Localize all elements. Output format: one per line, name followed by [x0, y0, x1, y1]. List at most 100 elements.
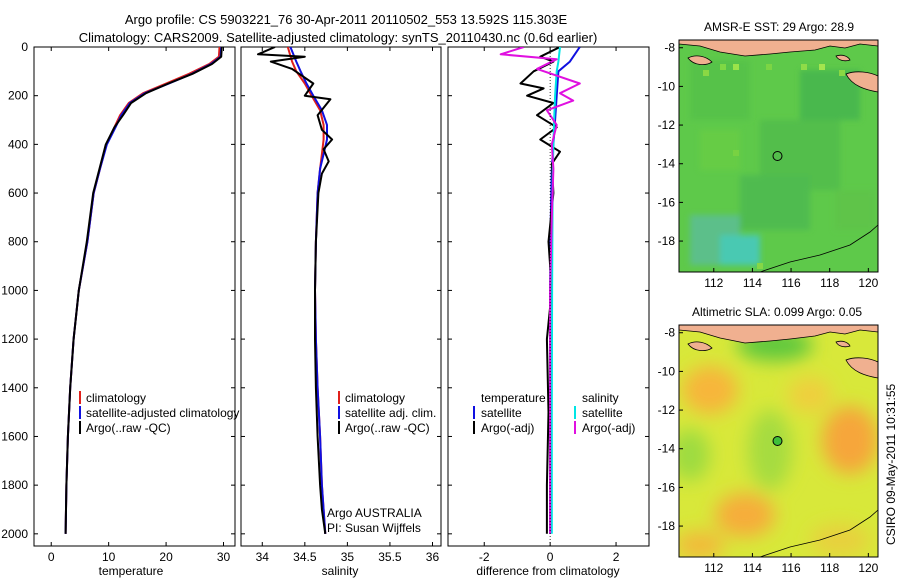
map-y-tick-label: -14 — [658, 157, 676, 171]
legend-swatch-satellite — [79, 406, 81, 419]
sst-pixel-specks — [703, 64, 845, 269]
temperature-legend: climatology satellite-adjusted climatolo… — [79, 391, 239, 435]
x-tick-label: -2 — [479, 550, 490, 564]
map-x-tick-label: 114 — [743, 276, 762, 290]
map-x-tick-label: 116 — [781, 276, 800, 290]
map-y-tick-label: -14 — [658, 442, 676, 456]
legend-label-argo: Argo(..raw -QC) — [86, 421, 171, 435]
sla-map-ticks: 112 114 116 118 120 -8 -10 -12 -14 -16 -18 — [658, 326, 879, 575]
sla-map-title: Altimetric SLA: 0.099 Argo: 0.05 — [692, 305, 862, 319]
map-x-tick-label: 120 — [858, 276, 878, 290]
series-line-satellite-adj-clim- — [289, 47, 328, 534]
map-y-tick-label: -18 — [658, 519, 676, 533]
series-line-salinity-satellite — [550, 47, 561, 534]
legend-swatch-sal-argo — [574, 421, 576, 434]
map-y-tick-label: -16 — [658, 480, 676, 494]
x-tick-label: 0 — [547, 550, 554, 564]
x-tick-label: 34.5 — [293, 550, 317, 564]
map-x-tick-label: 118 — [820, 561, 839, 575]
legend-label-climatology: climatology — [86, 391, 146, 405]
pi-annotation: PI: Susan Wijffels — [327, 521, 421, 535]
x-tick-label: 10 — [102, 550, 116, 564]
map-x-tick-label: 112 — [704, 276, 723, 290]
salinity-series — [257, 47, 334, 534]
sst-map-title: AMSR-E SST: 29 Argo: 28.9 — [704, 20, 854, 34]
sst-map-ticks: 112 114 116 118 120 -8 -10 -12 -14 -16 -18 — [658, 41, 879, 290]
sst-map-frame — [678, 39, 879, 273]
legend-swatch-climatology — [79, 391, 81, 404]
y-tick-label: 800 — [8, 235, 28, 249]
legend-swatch-sal-satellite — [574, 406, 576, 419]
title-line-2: Climatology: CARS2009. Satellite-adjuste… — [79, 30, 598, 45]
x-tick-label: 2 — [613, 550, 620, 564]
x-tick-label: 20 — [159, 550, 173, 564]
map-y-tick-label: -12 — [658, 403, 676, 417]
legend-label-sal-satellite: satellite — [582, 406, 623, 420]
sst-argo-position-marker — [772, 151, 783, 161]
map-y-tick-label: -18 — [658, 234, 676, 248]
sla-map-frame — [678, 324, 879, 558]
salinity-axes-box — [240, 46, 442, 547]
difference-series — [499, 47, 581, 546]
y-tick-label: 1000 — [1, 283, 28, 297]
legend-swatch-argo — [79, 421, 81, 434]
x-tick-label: 35 — [341, 550, 355, 564]
legend-swatch-satellite — [338, 406, 340, 419]
y-tick-label: 0 — [21, 40, 28, 54]
legend-label-sal-argo: Argo(-adj) — [582, 421, 635, 435]
legend-swatch-climatology — [338, 391, 340, 404]
sla-map-field — [679, 325, 878, 557]
legend-label-argo: Argo(..raw -QC) — [345, 421, 430, 435]
sla-argo-position-marker — [772, 436, 783, 446]
legend-swatch-temp-satellite — [473, 406, 475, 419]
series-line-argo-raw-qc- — [64, 47, 223, 534]
sla-map-panel: Altimetric SLA: 0.099 Argo: 0.05 — [658, 305, 879, 575]
y-tick-label: 1200 — [1, 332, 28, 346]
difference-xlabel: difference from climatology — [476, 564, 619, 578]
y-tick-label: 400 — [8, 137, 28, 151]
legend-swatch-argo — [338, 421, 340, 434]
x-tick-label: 36 — [426, 550, 440, 564]
sst-land — [679, 40, 878, 272]
salinity-panel: 34 34.5 35 35.5 36 climatology satellite adj… — [240, 46, 442, 578]
difference-panel: -2 0 2 temperature satellite Argo(-adj) sa… — [447, 46, 650, 578]
legend-title-salinity: salinity — [582, 391, 619, 405]
x-tick-label: 0 — [48, 550, 55, 564]
x-tick-label: 30 — [217, 550, 231, 564]
float-owner-annotation: Argo AUSTRALIA — [327, 506, 422, 520]
map-y-tick-label: -12 — [658, 118, 676, 132]
sla-land — [679, 325, 878, 557]
temperature-ticks: 0 10 20 30 0 200 400 600 800 1000 1200 1400 1600 1800… — [1, 40, 235, 564]
temperature-xlabel: temperature — [99, 564, 164, 578]
map-x-tick-label: 114 — [743, 561, 762, 575]
map-y-tick-label: -8 — [664, 41, 675, 55]
y-tick-label: 2000 — [1, 527, 28, 541]
map-y-tick-label: -10 — [658, 364, 676, 378]
series-line-temperature-argo-adj- — [519, 47, 561, 534]
csiro-timestamp: CSIRO 09-May-2011 10:31:55 — [884, 383, 898, 545]
map-x-tick-label: 120 — [858, 561, 878, 575]
salinity-legend: climatology satellite adj. clim. Argo(..… — [338, 391, 436, 435]
difference-axes-box — [447, 46, 650, 547]
y-tick-label: 1400 — [1, 381, 28, 395]
series-line-argo-raw-qc- — [257, 47, 334, 534]
salinity-ticks: 34 34.5 35 35.5 36 — [241, 46, 441, 564]
x-tick-label: 35.5 — [378, 550, 402, 564]
legend-title-temperature: temperature — [481, 391, 546, 405]
y-tick-label: 1800 — [1, 478, 28, 492]
temperature-axes-box — [33, 46, 236, 547]
legend-label-satellite: satellite adj. clim. — [345, 406, 436, 420]
salinity-xlabel: salinity — [322, 564, 359, 578]
sst-map-field — [679, 40, 878, 272]
y-tick-label: 1600 — [1, 429, 28, 443]
legend-label-temp-satellite: satellite — [481, 406, 522, 420]
difference-legend: temperature satellite Argo(-adj) salinit… — [473, 391, 635, 435]
y-tick-label: 600 — [8, 186, 28, 200]
temperature-panel: 0 10 20 30 0 200 400 600 800 1000 1200 1400 1600 1800… — [1, 40, 239, 578]
map-y-tick-label: -16 — [658, 195, 676, 209]
legend-label-climatology: climatology — [345, 391, 405, 405]
title-line-1: Argo profile: CS 5903221_76 30-Apr-2011 … — [125, 12, 568, 27]
map-x-tick-label: 118 — [820, 276, 839, 290]
map-y-tick-label: -8 — [664, 326, 675, 340]
